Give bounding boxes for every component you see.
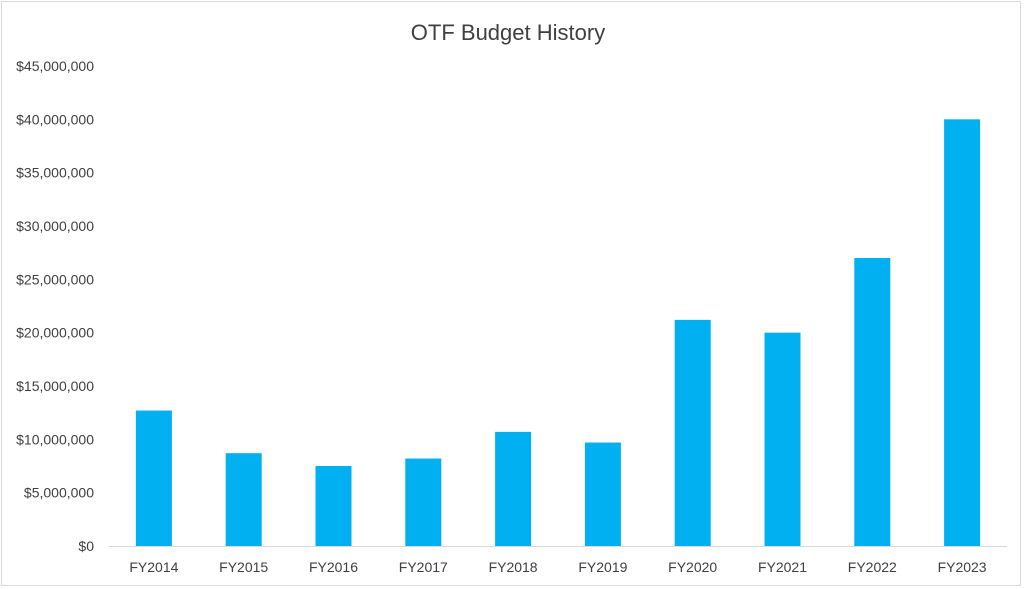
bar-fy2021 bbox=[764, 332, 801, 546]
x-tick-label: FY2015 bbox=[219, 559, 268, 575]
x-tick-label: FY2023 bbox=[938, 559, 987, 575]
chart-title: OTF Budget History bbox=[411, 20, 605, 45]
x-tick-label: FY2014 bbox=[129, 559, 178, 575]
x-axis: FY2014 FY2015 FY2016 FY2017 FY2018 FY2019 FY20… bbox=[109, 546, 1007, 575]
bar-fy2022 bbox=[854, 258, 891, 546]
x-tick-label: FY2016 bbox=[309, 559, 358, 575]
y-tick-label: $20,000,000 bbox=[16, 325, 94, 341]
y-tick-label: $45,000,000 bbox=[16, 58, 94, 74]
bars bbox=[135, 119, 981, 546]
y-tick-label: $5,000,000 bbox=[24, 485, 94, 501]
bar-fy2019 bbox=[584, 442, 621, 546]
y-axis: $0 $5,000,000 $10,000,000 $15,000,000 $20,00… bbox=[16, 58, 94, 554]
y-tick-label: $40,000,000 bbox=[16, 111, 94, 127]
y-tick-label: $30,000,000 bbox=[16, 218, 94, 234]
bar-fy2015 bbox=[225, 453, 262, 546]
x-tick-label: FY2017 bbox=[399, 559, 448, 575]
y-tick-label: $35,000,000 bbox=[16, 165, 94, 181]
bar-fy2018 bbox=[495, 431, 532, 546]
x-tick-label: FY2018 bbox=[489, 559, 538, 575]
bar-fy2017 bbox=[405, 458, 442, 546]
y-tick-label: $0 bbox=[78, 538, 94, 554]
y-tick-label: $25,000,000 bbox=[16, 271, 94, 287]
bar-fy2014 bbox=[135, 410, 172, 546]
x-tick-label: FY2020 bbox=[668, 559, 717, 575]
bar-fy2016 bbox=[315, 466, 352, 546]
x-tick-label: FY2021 bbox=[758, 559, 807, 575]
y-tick-label: $15,000,000 bbox=[16, 378, 94, 394]
y-tick-label: $10,000,000 bbox=[16, 431, 94, 447]
x-tick-label: FY2022 bbox=[848, 559, 897, 575]
x-tick-label: FY2019 bbox=[578, 559, 627, 575]
bar-fy2023 bbox=[944, 119, 981, 546]
bar-fy2020 bbox=[674, 319, 711, 546]
